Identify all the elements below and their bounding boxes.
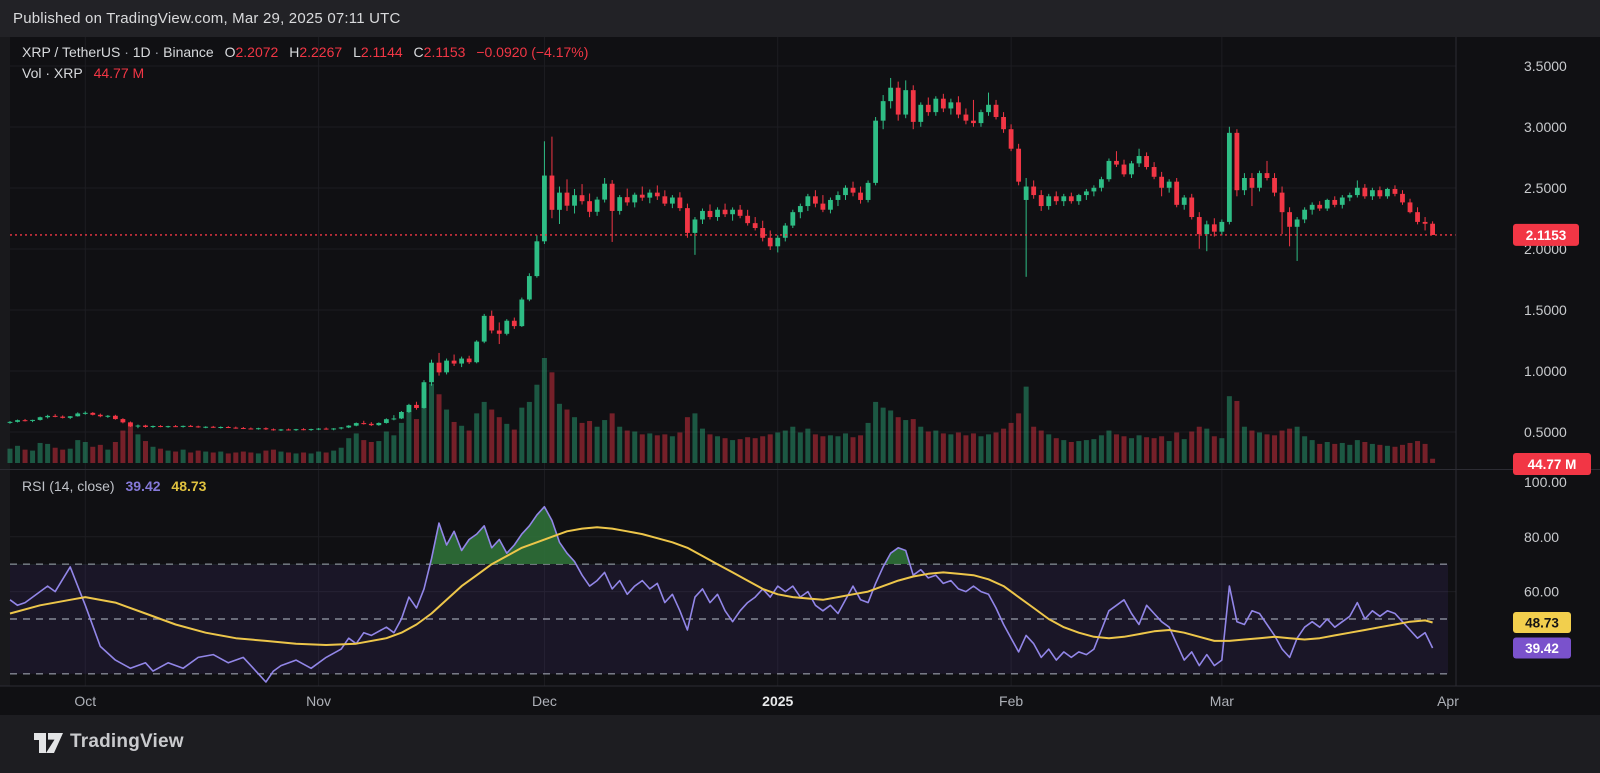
rsi-current-value: 39.42 (125, 478, 161, 494)
symbol-legend: XRP / TetherUS · 1D · Binance O2.2072 H2… (22, 44, 589, 60)
time-scale[interactable]: Oct Nov Dec 2025 Feb Mar Apr (74, 693, 1459, 709)
svg-text:Oct: Oct (74, 693, 96, 709)
open-label: O (224, 44, 236, 60)
svg-text:60.00: 60.00 (1524, 584, 1559, 600)
tradingview-logo-icon[interactable] (34, 731, 64, 755)
rsi-scale[interactable]: 100.00 80.00 60.00 (1524, 474, 1567, 600)
badges-layer: 2.1153 44.77 M 48.73 39.42 (1513, 223, 1591, 659)
svg-text:2025: 2025 (762, 693, 793, 709)
svg-text:39.42: 39.42 (1525, 641, 1559, 656)
svg-text:48.73: 48.73 (1525, 615, 1559, 630)
low-value: 2.1144 (360, 44, 403, 60)
svg-text:Feb: Feb (999, 693, 1023, 709)
svg-text:80.00: 80.00 (1524, 529, 1559, 545)
change-value: −0.0920 (−4.17%) (476, 44, 589, 60)
symbol-title: XRP / TetherUS (22, 44, 121, 60)
rsi-legend: RSI (14, close) 39.42 48.73 (22, 478, 206, 494)
separators-layer (0, 37, 1600, 687)
footer-bar: TradingView (0, 715, 1600, 773)
svg-text:0.5000: 0.5000 (1524, 424, 1567, 440)
background-layer (0, 37, 1600, 715)
candles-layer (7, 77, 1436, 432)
svg-text:Mar: Mar (1210, 693, 1234, 709)
svg-text:3.5000: 3.5000 (1524, 58, 1567, 74)
volume-label: Vol · XRP (22, 65, 83, 81)
svg-text:2.5000: 2.5000 (1524, 180, 1567, 196)
exchange-label: Binance (163, 44, 214, 60)
open-value: 2.2072 (235, 44, 279, 60)
volume-value: 44.77 M (93, 65, 145, 81)
svg-text:Nov: Nov (306, 693, 331, 709)
svg-text:44.77 M: 44.77 M (1528, 457, 1577, 472)
high-value: 2.2267 (299, 44, 343, 60)
high-label: H (289, 44, 300, 60)
close-value: 2.1153 (423, 44, 466, 60)
published-bar: Published on TradingView.com, Mar 29, 20… (0, 0, 1600, 37)
rsi-band-layer (10, 563, 1448, 675)
rsi-plot-layer (9, 505, 1434, 683)
volume-layer (7, 358, 1436, 463)
svg-text:Apr: Apr (1437, 693, 1459, 709)
published-text: Published on TradingView.com, Mar 29, 20… (13, 10, 401, 27)
svg-text:Dec: Dec (532, 693, 557, 709)
close-label: C (413, 44, 424, 60)
volume-legend: Vol · XRP 44.77 M (22, 65, 144, 81)
rsi-title: RSI (14, close) (22, 478, 115, 494)
tradingview-brand-text[interactable]: TradingView (70, 731, 184, 752)
price-scale[interactable]: 3.50003.00002.50002.00001.50001.00000.50… (1524, 58, 1567, 440)
svg-text:100.00: 100.00 (1524, 474, 1567, 490)
interval-label: 1D (132, 44, 151, 60)
svg-text:1.0000: 1.0000 (1524, 363, 1567, 379)
svg-text:2.1153: 2.1153 (1526, 228, 1567, 243)
grid-layer (10, 37, 1456, 686)
svg-text:3.0000: 3.0000 (1524, 119, 1567, 135)
low-label: L (353, 44, 361, 60)
rsi-ma-value: 48.73 (171, 478, 207, 494)
svg-text:1.5000: 1.5000 (1524, 302, 1567, 318)
